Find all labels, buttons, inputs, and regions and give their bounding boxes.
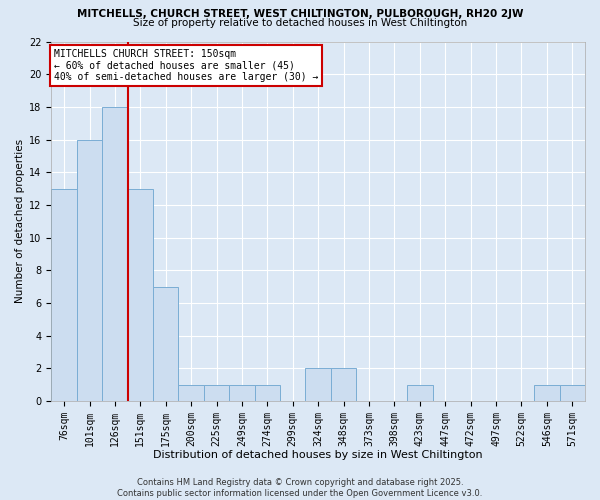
Bar — [204, 384, 229, 401]
Bar — [305, 368, 331, 401]
Bar — [52, 188, 77, 401]
Bar — [77, 140, 102, 401]
Bar — [229, 384, 254, 401]
Y-axis label: Number of detached properties: Number of detached properties — [15, 139, 25, 303]
Bar — [128, 188, 153, 401]
Bar — [102, 107, 128, 401]
Bar — [178, 384, 204, 401]
Text: MITCHELLS, CHURCH STREET, WEST CHILTINGTON, PULBOROUGH, RH20 2JW: MITCHELLS, CHURCH STREET, WEST CHILTINGT… — [77, 9, 523, 19]
Bar — [254, 384, 280, 401]
Bar — [407, 384, 433, 401]
Bar — [331, 368, 356, 401]
X-axis label: Distribution of detached houses by size in West Chiltington: Distribution of detached houses by size … — [154, 450, 483, 460]
Bar — [153, 286, 178, 401]
Text: Size of property relative to detached houses in West Chiltington: Size of property relative to detached ho… — [133, 18, 467, 28]
Bar — [534, 384, 560, 401]
Bar — [560, 384, 585, 401]
Text: MITCHELLS CHURCH STREET: 150sqm
← 60% of detached houses are smaller (45)
40% of: MITCHELLS CHURCH STREET: 150sqm ← 60% of… — [54, 48, 319, 82]
Text: Contains HM Land Registry data © Crown copyright and database right 2025.
Contai: Contains HM Land Registry data © Crown c… — [118, 478, 482, 498]
